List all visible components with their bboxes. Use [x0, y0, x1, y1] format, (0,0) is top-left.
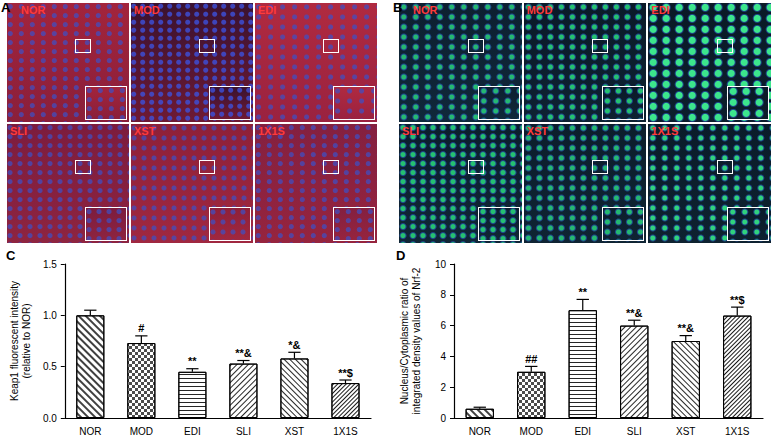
svg-text:NOR: NOR	[469, 426, 491, 437]
html-text:EDI: EDI	[258, 4, 277, 16]
svg-text:XST: XST	[676, 426, 695, 437]
svg-text:(relative to NOR): (relative to NOR)	[21, 303, 32, 378]
svg-text:#: #	[138, 322, 144, 334]
html-text:MOD: MOD	[134, 4, 160, 16]
svg-text:4: 4	[440, 351, 446, 362]
html-text:1X1S: 1X1S	[651, 125, 679, 137]
svg-text:EDI: EDI	[574, 426, 591, 437]
svg-text:integrated density values of N: integrated density values of Nrf-2	[411, 267, 422, 414]
html-text:XST: XST	[134, 125, 156, 137]
svg-text:*&: *&	[288, 339, 300, 351]
html-text:B: B	[393, 0, 403, 15]
svg-text:XST: XST	[285, 426, 304, 437]
svg-text:1.0: 1.0	[43, 310, 57, 321]
svg-text:EDI: EDI	[184, 426, 201, 437]
svg-text:6: 6	[440, 320, 446, 331]
svg-text:##: ##	[525, 353, 537, 365]
svg-text:**: **	[578, 286, 587, 298]
svg-text:**: **	[188, 355, 197, 367]
svg-text:**$: **$	[730, 294, 745, 306]
svg-text:0.5: 0.5	[43, 361, 57, 372]
svg-text:Nucleus/Cytoplasmic ratio of: Nucleus/Cytoplasmic ratio of	[399, 277, 410, 404]
html-text:A: A	[1, 0, 11, 15]
html-text:NOR: NOR	[21, 4, 46, 16]
svg-text:10: 10	[435, 259, 447, 270]
svg-text:**&: **&	[235, 347, 252, 359]
svg-text:SLI: SLI	[236, 426, 251, 437]
html-text:EDI: EDI	[651, 4, 670, 16]
html-text:1X1S: 1X1S	[258, 125, 285, 137]
svg-text:SLI: SLI	[627, 426, 642, 437]
html-text:SLI: SLI	[10, 125, 28, 137]
html-text:SLI: SLI	[402, 125, 420, 137]
svg-text:8: 8	[440, 289, 446, 300]
html-text:C: C	[6, 248, 16, 263]
svg-text:MOD: MOD	[520, 426, 543, 437]
svg-text:0: 0	[440, 413, 446, 424]
svg-text:1X1S: 1X1S	[333, 426, 358, 437]
html-text:NOR: NOR	[413, 4, 438, 16]
svg-text:**&: **&	[677, 322, 694, 334]
html-text:MOD: MOD	[526, 4, 553, 16]
svg-text:1.5: 1.5	[43, 259, 57, 270]
svg-text:0.0: 0.0	[43, 413, 57, 424]
svg-text:**&: **&	[626, 307, 643, 319]
svg-text:Keap1 fluorescent intensity: Keap1 fluorescent intensity	[9, 281, 20, 401]
svg-text:NOR: NOR	[79, 426, 101, 437]
svg-text:2: 2	[440, 382, 446, 393]
svg-text:MOD: MOD	[130, 426, 153, 437]
html-text:D: D	[396, 248, 406, 263]
svg-text:**$: **$	[338, 367, 353, 379]
html-text:XST: XST	[526, 125, 549, 137]
svg-text:1X1S: 1X1S	[725, 426, 750, 437]
